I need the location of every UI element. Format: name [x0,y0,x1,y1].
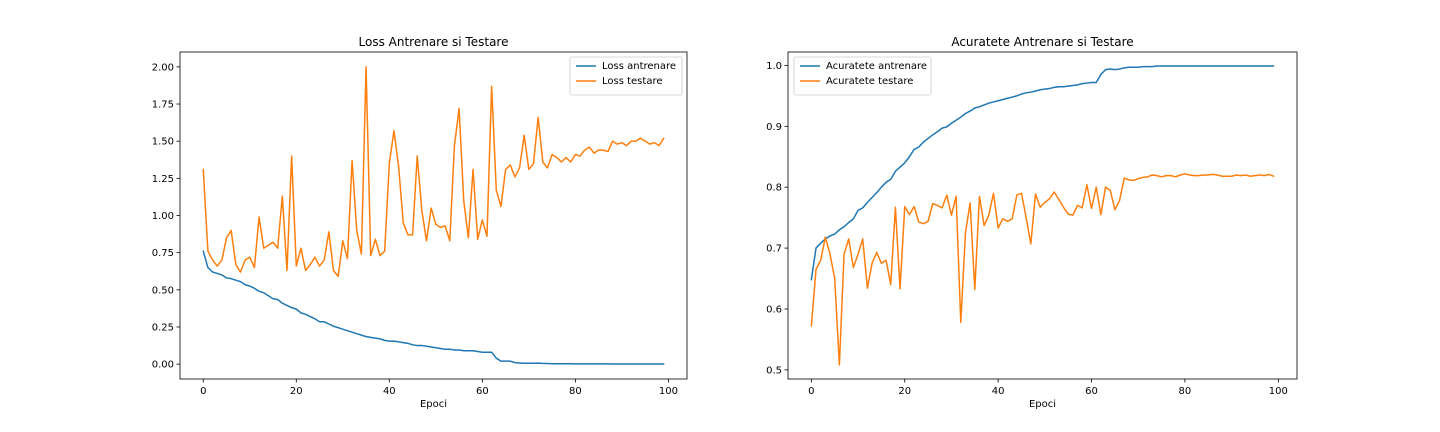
y-tick-label: 0.25 [152,322,174,333]
y-tick-label: 0.6 [766,304,782,315]
x-tick-label: 60 [1085,386,1098,397]
legend-entry: Loss testare [602,76,663,87]
y-tick-label: 1.0 [766,61,782,72]
legend-box [793,56,932,96]
x-tick-label: 60 [476,386,489,397]
y-tick-label: 0.75 [152,248,174,259]
y-tick-label: 1.00 [152,211,174,222]
y-tick-label: 2.00 [152,62,174,73]
x-axis-label: Epoci [420,399,447,410]
legend: Loss antrenare Loss testare [569,56,683,96]
axes-frame [787,51,1298,380]
x-tick-label: 0 [808,386,814,397]
series-line-1 [810,65,1275,281]
y-tick-label: 0.7 [766,244,782,255]
legend-entry: Acuratete antrenare [826,61,927,72]
x-tick-label: 20 [290,386,303,397]
series-line-1 [202,250,665,365]
legend-box [569,56,683,96]
chart-panel-2: 0 20 40 60 80 100 0.5 0.6 0.7 0.8 0.9 1.0 Acuratete … [766,35,1298,410]
y-tick-label: 1.75 [152,100,174,111]
x-tick-label: 80 [1179,386,1192,397]
x-tick-label: 100 [659,386,678,397]
x-tick-label: 80 [569,386,582,397]
x-axis-label: Epoci [1029,399,1056,410]
chart-panel-1: 0 20 40 60 80 100 0.00 0.25 0.50 0.75 1.00 1.25 1.50… [152,35,688,410]
x-tick-label: 20 [898,386,911,397]
y-tick-label: 1.50 [152,137,174,148]
x-tick-label: 100 [1269,386,1288,397]
x-tick-label: 40 [383,386,396,397]
y-tick-label: 0.50 [152,285,174,296]
x-tick-label: 40 [992,386,1005,397]
x-tick-label: 0 [200,386,206,397]
series-line-2 [202,66,665,278]
y-tick-label: 0.8 [766,183,782,194]
y-tick-label: 0.00 [152,360,174,371]
y-tick-label: 0.5 [766,365,782,376]
legend-entry: Loss antrenare [602,61,676,72]
legend: Acuratete antrenare Acuratete testare [793,56,932,96]
y-tick-label: 0.9 [766,122,782,133]
chart-title: Acuratete Antrenare si Testare [951,35,1133,49]
legend-entry: Acuratete testare [826,76,913,87]
y-tick-label: 1.25 [152,174,174,185]
series-line-2 [810,173,1275,366]
chart-title: Loss Antrenare si Testare [359,35,509,49]
